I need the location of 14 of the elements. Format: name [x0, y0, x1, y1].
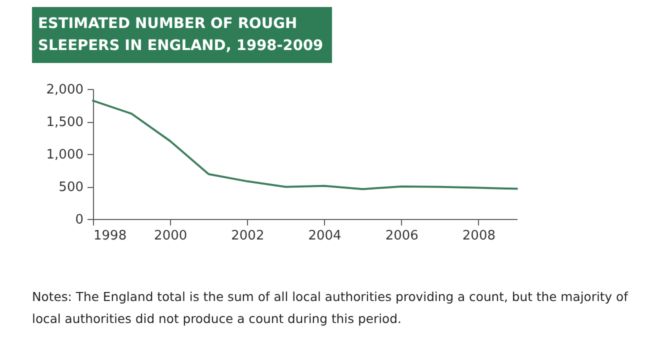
x-tick-label: 2004	[308, 228, 342, 244]
y-tick-label: 0	[75, 212, 84, 228]
chart-title: ESTIMATED NUMBER OF ROUGH SLEEPERS IN ENGLAND, 1998-2009	[32, 7, 332, 63]
y-tick-label: 1,000	[46, 148, 84, 162]
line-series	[92, 100, 518, 190]
x-tick-label: 2000	[154, 228, 188, 244]
text: Notes: The England total is the sum of all local authorities providing a count, but the majority of local authorities did not produce a count during this period.	[32, 288, 630, 328]
x-tick-label: 2006	[385, 228, 418, 244]
y-tick-label: 500	[58, 180, 84, 195]
y-tick-label: 1,500	[46, 115, 84, 130]
x-tick-label: 1998	[94, 228, 127, 244]
y-tick-label: 2,000	[46, 82, 84, 98]
x-tick-label: 2008	[462, 228, 496, 244]
x-tick-label: 2002	[231, 228, 264, 244]
